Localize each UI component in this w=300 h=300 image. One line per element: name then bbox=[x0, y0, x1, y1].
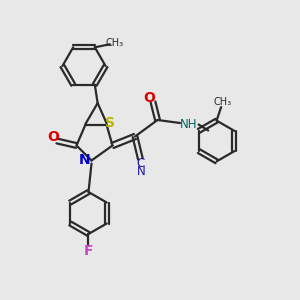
Text: CH₃: CH₃ bbox=[214, 97, 232, 107]
Text: F: F bbox=[84, 244, 93, 258]
Text: O: O bbox=[143, 92, 155, 105]
Text: N: N bbox=[79, 154, 91, 167]
Text: N: N bbox=[137, 165, 146, 178]
Text: CH₃: CH₃ bbox=[105, 38, 123, 48]
Text: S: S bbox=[105, 116, 115, 130]
Text: NH: NH bbox=[180, 118, 197, 131]
Text: O: O bbox=[47, 130, 59, 144]
Text: C: C bbox=[136, 157, 145, 170]
